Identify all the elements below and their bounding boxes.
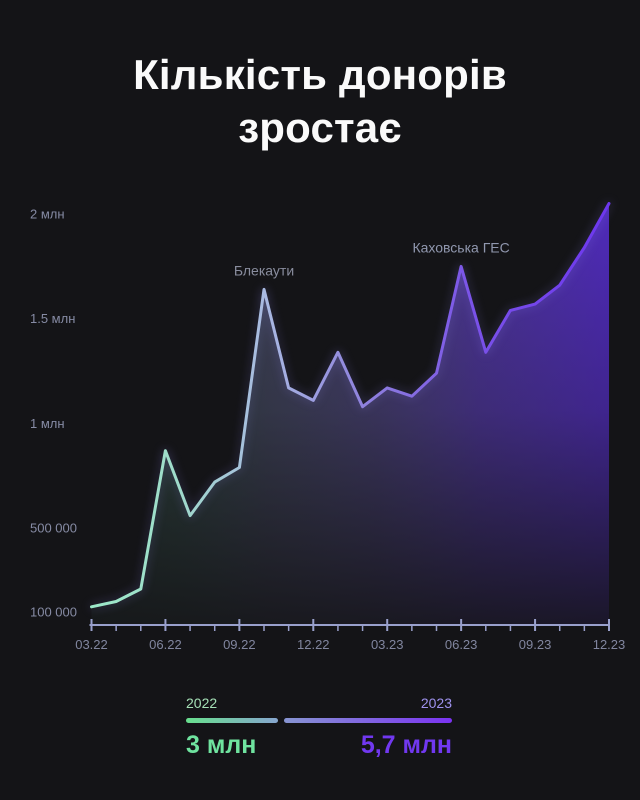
legend-total-2023: 5,7 млн (360, 731, 452, 759)
y-axis-labels: 2 млн 1.5 млн 1 млн 500 000 100 000 (30, 207, 77, 620)
y-axis-label: 1.5 млн (30, 311, 75, 326)
legend-totals-row: 3 млн 5,7 млн (186, 731, 452, 760)
legend-bars-row (186, 718, 452, 723)
chart-line (90, 202, 611, 609)
y-axis-label: 1 млн (30, 416, 65, 431)
legend-bar-2022 (186, 718, 278, 723)
x-axis-label: 06.23 (445, 637, 478, 652)
annotation-label: Каховська ГЕС (412, 239, 509, 255)
x-axis-label: 03.22 (75, 637, 108, 652)
legend-year-2022: 2022 (186, 695, 218, 711)
x-axis-label: 06.22 (149, 637, 182, 652)
x-axis-label: 09.22 (223, 637, 256, 652)
y-axis-label: 500 000 (30, 521, 77, 536)
x-axis-tick-labels: 03.22 06.22 09.22 12.22 03.23 06.23 09.23 12.23 (75, 637, 625, 652)
chart-area-fade (91, 203, 609, 625)
y-axis-label: 2 млн (30, 207, 65, 222)
x-axis-label: 12.23 (593, 637, 626, 652)
x-axis-label: 12.22 (297, 637, 330, 652)
x-axis-label: 09.23 (519, 637, 552, 652)
legend-years-row: 2022 2023 (186, 695, 452, 711)
x-axis-ticks (90, 619, 610, 631)
legend-year-2023: 2023 (420, 695, 452, 711)
chart-title: Кількість донорів зростає (133, 51, 507, 151)
legend-total-2022: 3 млн (186, 731, 257, 759)
annotation-label: Блекаути (234, 262, 294, 278)
legend: 2022 2023 3 млн 5,7 млн (186, 695, 452, 760)
y-axis-label: 100 000 (30, 605, 77, 620)
x-axis (89, 619, 610, 631)
chart-annotations: Блекаути Каховська ГЕС (234, 239, 510, 278)
legend-bar-2023 (284, 718, 452, 723)
x-axis-label: 03.23 (371, 637, 404, 652)
